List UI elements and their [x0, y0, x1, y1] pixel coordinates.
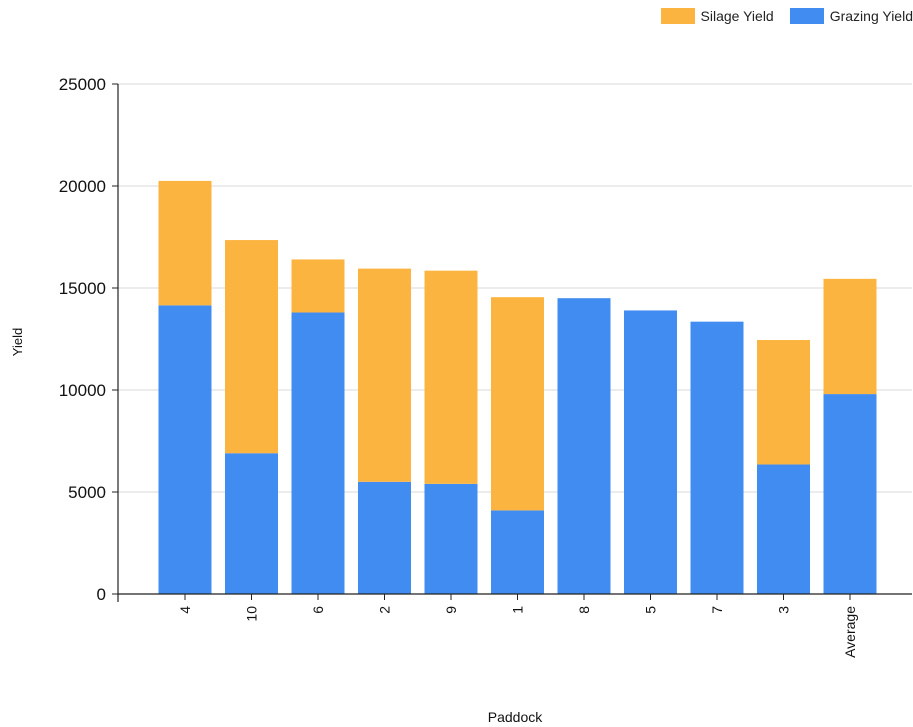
x-axis-label: Paddock — [488, 709, 543, 725]
x-tick-label: 10 — [244, 606, 260, 622]
legend-item-grazing: Grazing Yield — [789, 8, 913, 24]
bar-grazing — [358, 481, 411, 594]
y-tick-label: 25000 — [59, 75, 106, 94]
bar-grazing — [291, 312, 345, 594]
y-tick-label: 5000 — [68, 483, 106, 502]
legend: Silage Yield Grazing Yield — [645, 8, 913, 24]
legend-swatch-grazing — [789, 8, 824, 24]
bar-grazing — [225, 453, 278, 594]
bar-grazing — [690, 321, 744, 594]
legend-swatch-silage — [660, 8, 695, 24]
y-tick-label: 0 — [97, 585, 106, 604]
legend-label-silage: Silage Yield — [700, 8, 774, 24]
bar-silage — [291, 259, 345, 313]
x-tick-label: 5 — [643, 606, 659, 614]
y-tick-label: 15000 — [59, 279, 106, 298]
x-tick-label: 9 — [443, 606, 459, 614]
bar-grazing — [624, 310, 677, 594]
x-tick-label: 2 — [377, 606, 393, 614]
legend-label-grazing: Grazing Yield — [829, 8, 913, 24]
bar-grazing — [491, 510, 544, 594]
y-axis-label: Yield — [10, 328, 25, 356]
tick-labels: 0 5000 10000 15000 20000 25000 4 10 6 2 9 1 8 5 7 3 Aver… — [59, 75, 858, 658]
bar-silage — [158, 180, 212, 306]
y-tick-label: 10000 — [59, 381, 106, 400]
bar-grazing — [424, 483, 478, 594]
bar-grazing — [158, 305, 212, 594]
bar-silage — [491, 297, 544, 511]
axes — [112, 83, 912, 602]
x-tick-label: 3 — [776, 606, 792, 614]
x-tick-label: 1 — [510, 606, 526, 614]
bar-grazing — [823, 394, 877, 594]
x-tick-label: 4 — [177, 606, 193, 614]
bar-grazing — [757, 464, 810, 594]
x-tick-label: Average — [842, 606, 858, 658]
x-tick-label: 7 — [709, 606, 725, 614]
x-tick-label: 6 — [310, 606, 326, 614]
y-tick-label: 20000 — [59, 177, 106, 196]
bar-silage — [225, 240, 278, 454]
bar-grazing — [557, 298, 611, 594]
legend-item-silage: Silage Yield — [660, 8, 774, 24]
bar-silage — [823, 278, 877, 395]
bars — [158, 180, 877, 594]
bar-silage — [757, 340, 810, 465]
x-tick-label: 8 — [576, 606, 592, 614]
bar-silage — [424, 270, 478, 484]
bar-silage — [358, 268, 411, 482]
